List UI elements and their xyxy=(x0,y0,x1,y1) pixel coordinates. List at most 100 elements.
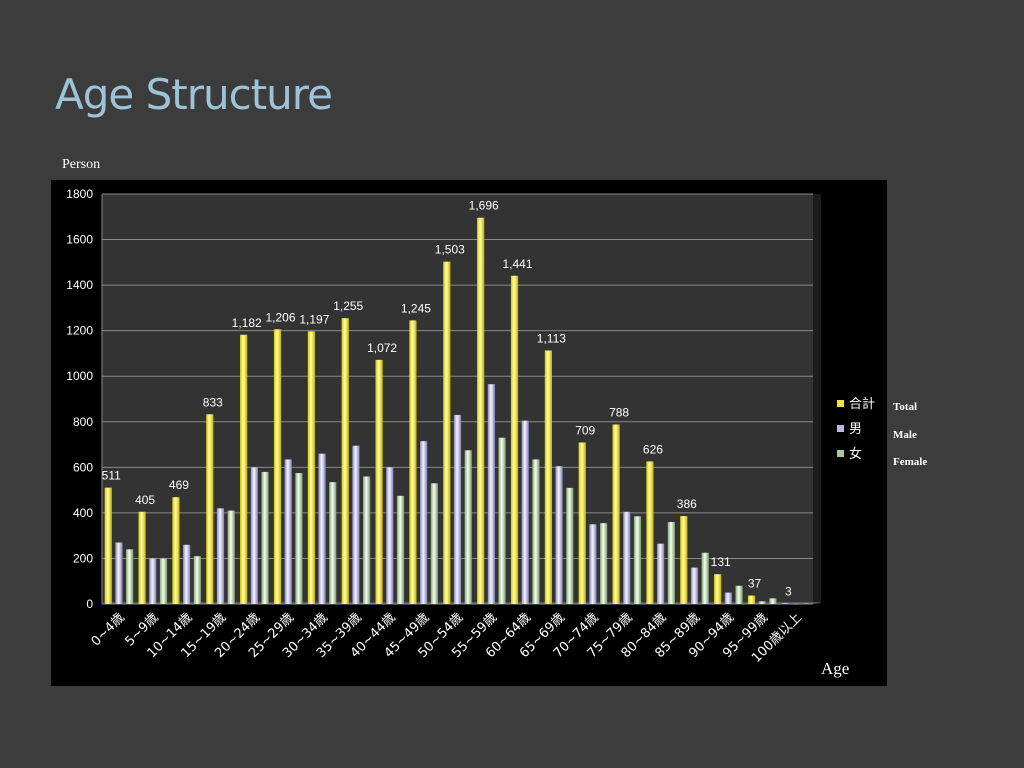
bar-female xyxy=(295,473,303,604)
bar-total xyxy=(138,511,146,604)
bar-male xyxy=(589,524,597,604)
data-label-total: 1,441 xyxy=(502,257,532,271)
bar-male xyxy=(521,420,529,604)
legend-swatch xyxy=(837,400,844,407)
data-label-total: 709 xyxy=(575,424,595,438)
y-tick-label: 1800 xyxy=(66,187,93,201)
legend-caption-female: Female xyxy=(893,456,928,468)
bar-female xyxy=(363,476,371,604)
bar-total xyxy=(443,261,451,604)
bar-chart: 0 200 400 600 800 1000 1200 1400 1600 1800 511 405… xyxy=(66,187,875,666)
bar-male xyxy=(724,592,732,604)
bar-male xyxy=(792,603,800,605)
data-label-total: 131 xyxy=(711,555,731,569)
data-label-total: 3 xyxy=(785,584,792,598)
bar-total xyxy=(477,217,485,604)
bar-female xyxy=(261,471,269,604)
x-axis-unit-label: Age xyxy=(821,659,850,678)
bar-female xyxy=(532,459,540,604)
bar-female xyxy=(227,510,235,604)
y-tick-label: 800 xyxy=(73,415,93,429)
data-label-total: 1,696 xyxy=(469,199,499,213)
bar-total xyxy=(646,461,654,604)
x-axis-ticks: 0~4歳5~9歳10~14歳15~19歳20~24歳25~29歳30~34歳35… xyxy=(89,610,805,666)
bar-total xyxy=(510,275,519,604)
y-tick-label: 1000 xyxy=(66,369,93,383)
bar-female xyxy=(464,450,472,604)
slide-title: Age Structure xyxy=(55,70,333,119)
bar-male xyxy=(250,467,258,604)
bar-female xyxy=(803,603,811,605)
bar-female xyxy=(566,487,574,604)
bar-male xyxy=(284,459,292,604)
legend-swatch xyxy=(837,450,844,457)
bar-total xyxy=(104,487,112,604)
plot-side-wall xyxy=(813,194,821,604)
bar-male xyxy=(183,544,191,604)
bar-female xyxy=(159,558,168,604)
bar-total xyxy=(240,334,248,604)
bar-male xyxy=(623,511,631,604)
bar-total xyxy=(172,497,180,604)
data-label-total: 626 xyxy=(643,442,663,456)
bar-total xyxy=(409,320,417,604)
bar-male xyxy=(487,384,495,604)
data-label-total: 1,503 xyxy=(435,243,465,257)
bar-female xyxy=(329,482,337,604)
bars xyxy=(104,217,811,605)
y-tick-label: 1600 xyxy=(66,233,93,247)
bar-male xyxy=(216,508,225,604)
bar-female xyxy=(430,483,438,604)
x-tick-label: 0~4歳 xyxy=(89,610,128,649)
bar-male xyxy=(758,601,766,604)
data-label-total: 511 xyxy=(102,469,121,483)
bar-female xyxy=(126,549,134,604)
bar-male xyxy=(386,467,394,604)
bar-female xyxy=(667,522,675,604)
bar-female xyxy=(735,585,743,604)
legend-label: 男 xyxy=(849,422,862,437)
bar-male xyxy=(352,445,360,604)
bar-male xyxy=(318,453,326,604)
bar-male xyxy=(115,542,123,604)
legend-swatch xyxy=(837,425,844,432)
legend-label: 女 xyxy=(849,446,862,462)
legend-label: 合計 xyxy=(849,396,875,412)
data-label-total: 788 xyxy=(609,406,629,420)
bar-total xyxy=(714,574,722,604)
bar-total xyxy=(273,329,282,604)
y-tick-label: 600 xyxy=(73,460,93,474)
bar-total xyxy=(544,350,552,604)
bar-total xyxy=(781,603,789,604)
bar-female xyxy=(193,556,201,604)
data-label-total: 37 xyxy=(748,577,762,591)
y-tick-label: 0 xyxy=(86,597,93,611)
bar-total xyxy=(747,595,756,604)
y-tick-label: 1200 xyxy=(66,324,93,338)
bar-male xyxy=(420,441,428,604)
bar-female xyxy=(769,598,777,604)
bar-total xyxy=(578,442,586,604)
data-label-total: 1,206 xyxy=(265,310,295,324)
bar-male xyxy=(657,543,665,604)
bar-male xyxy=(555,466,563,604)
data-label-total: 405 xyxy=(135,493,155,507)
data-label-total: 1,255 xyxy=(333,299,363,313)
data-label-total: 833 xyxy=(203,395,223,409)
bar-female xyxy=(600,523,608,604)
data-label-total: 386 xyxy=(677,497,697,511)
y-axis-ticks: 0 200 400 600 800 1000 1200 1400 1600 1800 xyxy=(66,187,93,611)
bar-female xyxy=(498,437,506,604)
bar-male xyxy=(149,558,157,604)
data-label-total: 1,072 xyxy=(367,341,397,355)
data-labels: 511 405 469 833 1,182 1,206 1,197 1,255 1,072 1,2… xyxy=(102,199,792,599)
bar-female xyxy=(701,552,709,604)
legend-caption-total: Total xyxy=(893,401,918,413)
y-tick-label: 400 xyxy=(73,506,93,520)
y-axis-unit-label: Person xyxy=(62,157,101,172)
bar-female xyxy=(396,495,405,604)
data-label-total: 469 xyxy=(169,478,189,492)
bar-male xyxy=(453,414,462,604)
bar-total xyxy=(307,331,315,604)
